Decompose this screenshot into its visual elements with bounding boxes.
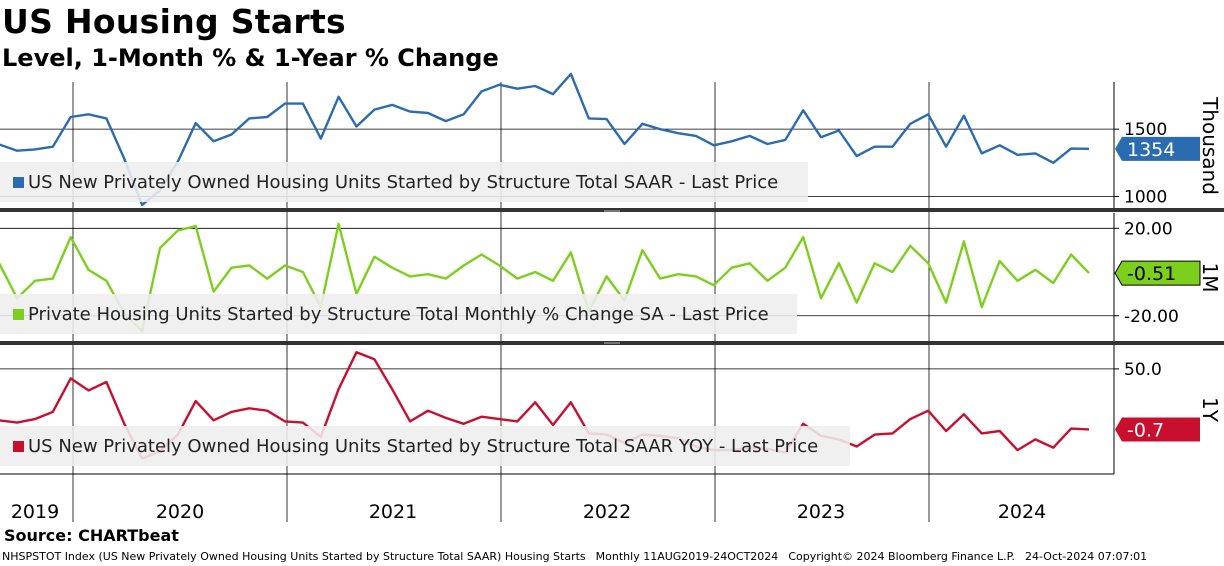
one-month-panel: 20.00 -20.00 Private Housing Units Started…	[0, 219, 1222, 334]
footer-note: NHSPSTOT Index (US New Privately Owned H…	[2, 550, 1157, 563]
footer-ticker: NHSPSTOT Index (US New Privately Owned H…	[2, 550, 586, 563]
x-tick-label: 2023	[797, 501, 845, 523]
last-value-tag	[1114, 260, 1201, 286]
axis-title: 1M	[1198, 263, 1222, 293]
y-tick-label: 20.00	[1124, 219, 1173, 239]
footer-timestamp: 24-Oct-2024 07:07:01	[1025, 550, 1148, 563]
last-value-label: -0.51	[1127, 263, 1176, 285]
legend-box	[0, 426, 850, 466]
one-year-panel: 50.0 US New Privately Owned Housing Units…	[0, 351, 1222, 466]
legend-label: US New Privately Owned Housing Units Sta…	[28, 436, 818, 457]
last-value-tag	[1115, 417, 1200, 442]
x-tick-label: 2019	[11, 501, 59, 523]
legend-swatch	[13, 441, 24, 452]
y-tick-label: 1000	[1124, 188, 1167, 208]
panel-divider	[0, 208, 1224, 212]
legend-label: Private Housing Units Started by Structu…	[28, 304, 769, 325]
x-tick-label: 2020	[156, 501, 204, 523]
legend-box	[0, 294, 797, 334]
level-panel: 1500 1000 US New Privately Owned Housing U…	[0, 72, 1222, 208]
chart-subtitle: Level, 1-Month % & 1-Year % Change	[2, 44, 499, 72]
axis-title: 1Y	[1198, 397, 1222, 423]
legend-label: US New Privately Owned Housing Units Sta…	[28, 172, 778, 193]
chart-title: US Housing Starts	[2, 2, 346, 41]
axis-title: Thousand	[1198, 96, 1222, 195]
source-note: Source: CHARTbeat	[4, 526, 179, 545]
legend-box	[0, 162, 808, 202]
last-value-label: 1354	[1127, 139, 1175, 161]
level-series-line	[0, 72, 1090, 207]
x-tick-label: 2024	[998, 501, 1046, 523]
1m-series-line	[0, 222, 1090, 333]
x-axis: 2019 2020 2021 2022 2023 2024	[11, 501, 1046, 523]
y-tick-label: 1500	[1124, 120, 1167, 140]
legend-swatch	[13, 309, 24, 320]
footer-period: Monthly 11AUG2019-24OCT2024	[595, 550, 779, 563]
footer-copyright: Copyright© 2024 Bloomberg Finance L.P.	[788, 550, 1016, 563]
legend-swatch	[13, 177, 24, 188]
last-value-label: -0.7	[1127, 419, 1164, 441]
x-tick-label: 2021	[369, 501, 417, 523]
last-value-tag	[1115, 136, 1200, 161]
y-tick-label: 50.0	[1124, 360, 1162, 380]
x-tick-label: 2022	[583, 501, 631, 523]
y-tick-label: -20.00	[1124, 307, 1179, 327]
